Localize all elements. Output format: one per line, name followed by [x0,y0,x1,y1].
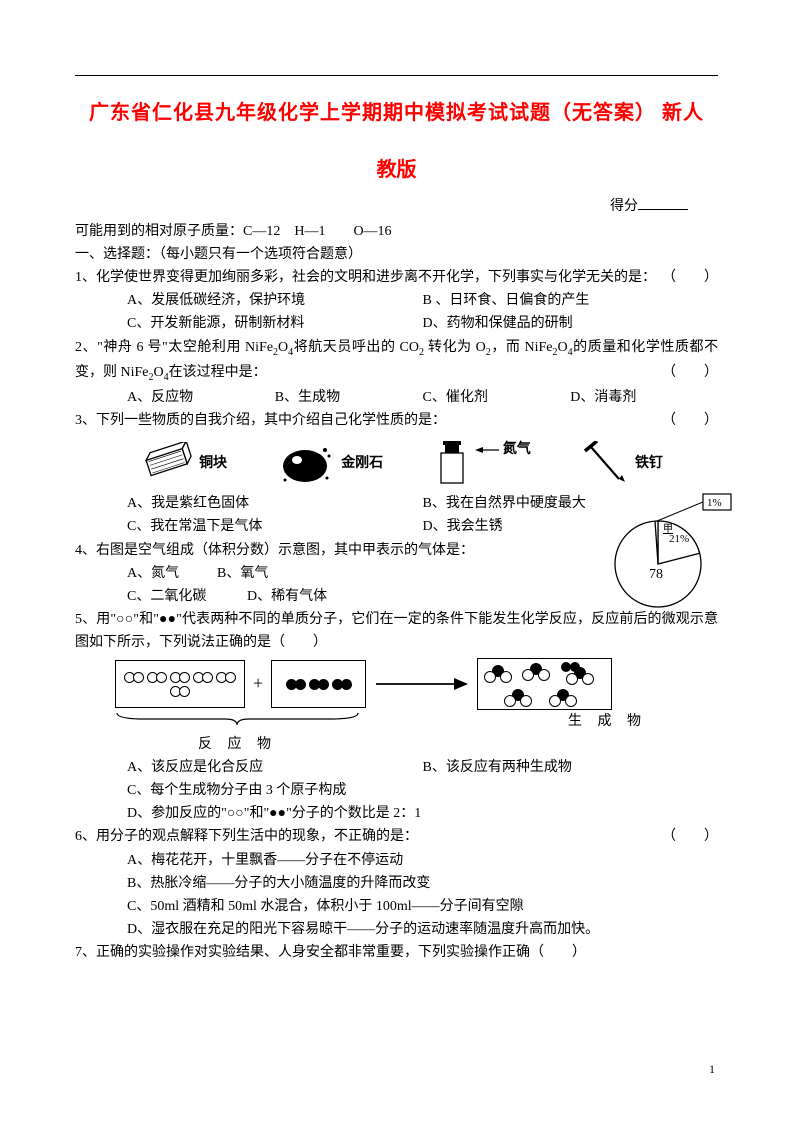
q5-product-label: 生 成 物 [540,710,675,733]
pie-chart: 78 21% 甲 1% [603,492,733,612]
q1-opts-row1: A、发展低碳经济，保护环境 B 、日环食、日偏食的产生 [75,289,718,312]
q4-opt-c: C、二氧化碳 [127,585,247,608]
q1-opt-c: C、开发新能源，研制新材料 [127,312,423,335]
q2-opt-c: C、催化剂 [423,386,571,409]
reaction-arrow-icon [374,674,469,694]
q1-stem: 1、化学使世界变得更加绚丽多彩，社会的文明和进步离不开化学，下列事实与化学无关的… [75,270,656,285]
q3-text: 3、下列一些物质的自我介绍，其中介绍自己化学性质的是： （ ） [75,409,718,432]
score-blank [638,196,688,210]
pie-big-label: 78 [649,567,663,582]
q3-copper: 铜块 [140,442,227,484]
content-body: 可能用到的相对原子质量：C—12 H—1 O—16 一、选择题：（每小题只有一个… [75,220,718,964]
q2-opt-d: D、消毒剂 [570,386,718,409]
q3-opt-c: C、我在常温下是气体 [127,515,423,538]
q5-box-reactant2 [271,660,366,708]
q5-opt-c: C、每个生成物分子由 3 个原子构成 [75,779,718,802]
plus-icon: + [253,669,263,699]
q2-paren: （ ） [662,361,718,384]
page-title-line1: 广东省仁化县九年级化学上学期期中模拟考试试题（无答案） 新人 [75,97,718,130]
q1-opt-a: A、发展低碳经济，保护环境 [127,289,423,312]
nail-icon [581,441,631,485]
top-rule [75,75,718,76]
copper-block-icon [140,442,195,484]
q4-opt-a: A、氮气 [127,562,217,585]
q5-brace-row: 反 应 物 生 成 物 [75,710,718,756]
q5-opt-b: B、该反应有两种生成物 [423,756,719,779]
q2-a: 2、"神舟 6 号"太空舱利用 NiFe [75,340,273,355]
q5-box-product [477,658,612,710]
q2-text: 2、"神舟 6 号"太空舱利用 NiFe2O4将航天员呼出的 CO2 转化为 O… [75,336,718,387]
q3-diamond-label: 金刚石 [341,452,383,475]
q3-copper-label: 铜块 [199,452,227,475]
q5-opt-d: D、参加反应的"○○"和"●●"分子的个数比是 2：1 [75,802,718,825]
arrow-icon [475,445,499,455]
q1-opts-row2: C、开发新能源，研制新材料 D、药物和保健品的研制 [75,312,718,335]
q5-opt-a: A、该反应是化合反应 [127,756,423,779]
page-title-line2: 教版 [75,154,718,187]
section1-heading: 一、选择题：（每小题只有一个选项符合题意） [75,243,718,266]
q6-stem: 6、用分子的观点解释下列生活中的现象，不正确的是： [75,829,418,844]
q5-reactant-label: 反 应 物 [115,733,360,756]
diamond-icon [277,440,337,486]
q2-d: ，而 NiFe [491,340,553,355]
q6-paren: （ ） [662,825,718,848]
q3-images-row: 铜块 金刚石 氮气 铁钉 [75,432,718,492]
q2-opts: A、反应物 B、生成物 C、催化剂 D、消毒剂 [75,386,718,409]
q6-opt-c: C、50ml 酒精和 50ml 水混合，体积小于 100ml——分子间有空隙 [75,895,718,918]
q6-opt-a: A、梅花花开，十里飘香——分子在不停运动 [75,849,718,872]
page-number: 1 [709,1060,715,1080]
q1-paren: （ ） [662,266,718,289]
q1-text: 1、化学使世界变得更加绚丽多彩，社会的文明和进步离不开化学，下列事实与化学无关的… [75,266,718,289]
q4-opt-b: B、氧气 [217,562,268,585]
q7-text: 7、正确的实验操作对实验结果、人身安全都非常重要，下列实验操作正确（ ） [75,941,718,964]
q3-stem: 3、下列一些物质的自我介绍，其中介绍自己化学性质的是： [75,413,446,428]
q5-diagram: + [75,654,718,710]
nitrogen-bottle-icon [433,439,471,487]
pie-jia-label: 甲 [663,524,673,535]
q3-diamond: 金刚石 [277,440,383,486]
q4-opt-d: D、稀有气体 [247,585,327,608]
q2-c: 转化为 O [424,340,486,355]
q5-box-reactant1 [115,660,245,708]
q1-opt-d: D、药物和保健品的研制 [423,312,719,335]
q1-opt-b: B 、日环食、日偏食的产生 [423,289,719,312]
q3-opt-a: A、我是紫红色固体 [127,492,423,515]
q6-opt-d: D、湿衣服在充足的阳光下容易晾干——分子的运动速率随温度升高而加快。 [75,918,718,941]
q2-opt-b: B、生成物 [275,386,423,409]
brace-left-icon [115,711,360,725]
q3-nail-label: 铁钉 [635,452,663,475]
q2-b: 将航天员呼出的 CO [293,340,419,355]
q3-nitrogen: 氮气 [433,439,531,487]
q2-opt-a: A、反应物 [127,386,275,409]
q3-nitrogen-label: 氮气 [503,442,531,457]
q6-opt-b: B、热胀冷缩——分子的大小随温度的升降而改变 [75,872,718,895]
atomic-mass-line: 可能用到的相对原子质量：C—12 H—1 O—16 [75,220,718,243]
pie-small-label: 1% [707,497,722,509]
q3-nail: 铁钉 [581,441,663,485]
q5-text: 5、用"○○"和"●●"代表两种不同的单质分子，它们在一定的条件下能发生化学反应… [75,608,718,654]
q3-paren: （ ） [662,409,718,432]
score-label: 得分 [610,199,638,214]
q5-opts-row1: A、该反应是化合反应 B、该反应有两种生成物 [75,756,718,779]
q6-text: 6、用分子的观点解释下列生活中的现象，不正确的是： （ ） [75,825,718,848]
q2-f: 在该过程中是： [169,365,267,380]
score-line: 得分 [75,195,718,218]
